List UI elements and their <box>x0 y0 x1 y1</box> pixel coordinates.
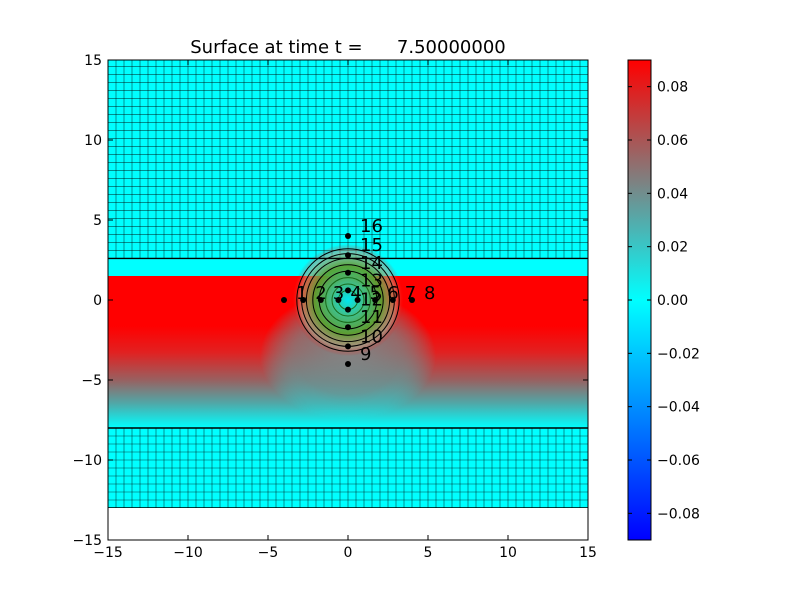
colorbar-tick-label: −0.02 <box>657 346 700 362</box>
contour-line <box>312 264 384 336</box>
gauge-label: 13 <box>360 270 383 291</box>
gauge-marker <box>317 297 324 303</box>
gauge-label: 7 <box>405 283 416 304</box>
y-tick-label: 15 <box>84 53 102 69</box>
contour-line <box>331 283 365 317</box>
colorbar: −0.08 −0.06 −0.04 −0.02 0.00 0.02 0.04 0.06 0.08 <box>627 59 700 541</box>
gauge-label: 3 <box>333 283 344 304</box>
gauge-label: 4 <box>350 283 361 304</box>
gauge-marker <box>345 324 351 331</box>
gauge-marker <box>345 343 351 350</box>
y-tick-label: −5 <box>81 373 102 389</box>
colorbar-tick-label: 0.00 <box>657 293 688 309</box>
colorbar-tick-label: −0.06 <box>657 453 700 469</box>
gauge-label: 15 <box>360 235 383 256</box>
x-tick-label: −15 <box>93 545 123 561</box>
x-tick-label: 5 <box>424 545 433 561</box>
gauge-marker <box>300 297 307 303</box>
coarse-grid <box>108 60 588 508</box>
gauge-label: 12 <box>360 290 383 311</box>
y-tick-label: −15 <box>72 533 102 549</box>
gauge-marker <box>345 269 351 276</box>
contour-line <box>296 248 400 352</box>
gauge-marker <box>345 361 351 367</box>
chart-title: Surface at time t = 7.50000000 <box>190 37 505 58</box>
colorbar-tick-label: −0.08 <box>657 506 700 522</box>
y-tick-label: −10 <box>72 453 102 469</box>
gauge-marker <box>345 306 351 313</box>
gauge-marker <box>389 297 396 303</box>
gauge-label: 2 <box>315 283 326 304</box>
y-tick-label: 5 <box>93 213 102 229</box>
gauge-marker <box>345 252 351 259</box>
gauge-label: 11 <box>360 307 383 328</box>
hump-surface <box>292 244 404 356</box>
contour-line <box>325 277 371 323</box>
gauge-marker <box>345 233 351 239</box>
x-tick-label: −10 <box>173 545 203 561</box>
x-tick-label: 10 <box>499 545 517 561</box>
gauge-label: 6 <box>387 283 398 304</box>
x-tick-label: 15 <box>579 545 597 561</box>
colorbar-ticks: −0.08 −0.06 −0.04 −0.02 0.00 0.02 0.04 0.06 0.08 <box>628 80 700 522</box>
y-tick-label: 0 <box>93 293 102 309</box>
colorbar-tick-label: 0.06 <box>657 133 688 149</box>
gauge-label: 14 <box>360 253 383 274</box>
gauge-label: 16 <box>360 216 383 237</box>
gauge-label: 10 <box>360 326 383 347</box>
gauge-marker <box>281 297 287 303</box>
gauge-marker <box>335 297 342 303</box>
gauge-label: 8 <box>424 283 435 304</box>
x-tick-label: 0 <box>344 545 353 561</box>
gauge-marker <box>409 297 415 303</box>
colorbar-tick-label: 0.02 <box>657 240 688 256</box>
gauge-label: 9 <box>360 344 371 365</box>
gauge-label: 5 <box>370 283 381 304</box>
gauge-marker <box>345 287 351 294</box>
colorbar-tick-label: 0.08 <box>657 80 688 96</box>
gauge-marker <box>354 297 361 303</box>
gauge-marker <box>372 297 379 303</box>
patch-borders <box>108 257 588 508</box>
colorbar-tick-label: −0.04 <box>657 400 700 416</box>
x-tick-label: −5 <box>258 545 279 561</box>
gauge-label: 1 <box>296 283 307 304</box>
colorbar-tick-label: 0.04 <box>657 186 688 202</box>
y-tick-label: 10 <box>84 133 102 149</box>
